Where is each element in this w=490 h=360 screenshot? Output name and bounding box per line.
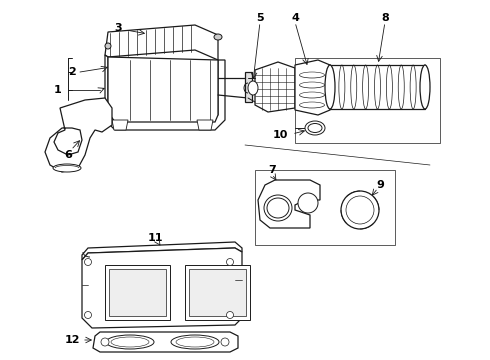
Polygon shape bbox=[45, 98, 112, 172]
Ellipse shape bbox=[84, 311, 92, 319]
Text: 8: 8 bbox=[381, 13, 389, 23]
Polygon shape bbox=[245, 72, 252, 102]
Ellipse shape bbox=[305, 121, 325, 135]
Ellipse shape bbox=[106, 335, 154, 349]
Text: 6: 6 bbox=[64, 150, 72, 160]
Polygon shape bbox=[82, 248, 242, 328]
Polygon shape bbox=[185, 265, 250, 320]
Text: 9: 9 bbox=[376, 180, 384, 190]
Ellipse shape bbox=[221, 338, 229, 346]
Ellipse shape bbox=[53, 164, 81, 172]
Text: 5: 5 bbox=[256, 13, 264, 23]
Ellipse shape bbox=[111, 337, 149, 347]
Ellipse shape bbox=[226, 258, 234, 266]
Polygon shape bbox=[255, 62, 295, 112]
Ellipse shape bbox=[264, 195, 292, 221]
Bar bbox=[255, 170, 395, 245]
Ellipse shape bbox=[105, 43, 111, 49]
Polygon shape bbox=[108, 57, 218, 122]
Ellipse shape bbox=[346, 196, 374, 224]
Text: 7: 7 bbox=[268, 165, 276, 175]
Ellipse shape bbox=[101, 338, 109, 346]
Polygon shape bbox=[105, 25, 218, 60]
Polygon shape bbox=[109, 269, 166, 316]
Polygon shape bbox=[112, 120, 128, 130]
Ellipse shape bbox=[420, 65, 430, 109]
Polygon shape bbox=[295, 60, 330, 115]
Ellipse shape bbox=[308, 123, 322, 132]
Polygon shape bbox=[189, 269, 246, 316]
Ellipse shape bbox=[327, 65, 333, 109]
Ellipse shape bbox=[171, 335, 219, 349]
Polygon shape bbox=[93, 332, 238, 352]
Ellipse shape bbox=[298, 193, 318, 213]
Text: 2: 2 bbox=[68, 67, 76, 77]
Text: 4: 4 bbox=[291, 13, 299, 23]
Ellipse shape bbox=[325, 65, 335, 109]
Polygon shape bbox=[258, 180, 320, 228]
Text: 10: 10 bbox=[272, 130, 288, 140]
Ellipse shape bbox=[226, 311, 234, 319]
Text: 11: 11 bbox=[147, 233, 163, 243]
Ellipse shape bbox=[267, 198, 289, 218]
Polygon shape bbox=[105, 265, 170, 320]
Ellipse shape bbox=[84, 258, 92, 266]
Text: 1: 1 bbox=[54, 85, 62, 95]
Ellipse shape bbox=[214, 34, 222, 40]
Polygon shape bbox=[197, 120, 213, 130]
Ellipse shape bbox=[341, 191, 379, 229]
Bar bbox=[295, 58, 440, 143]
Text: 3: 3 bbox=[114, 23, 122, 33]
Ellipse shape bbox=[248, 81, 258, 95]
Polygon shape bbox=[105, 55, 225, 130]
Ellipse shape bbox=[176, 337, 214, 347]
Text: 12: 12 bbox=[64, 335, 80, 345]
Polygon shape bbox=[82, 242, 242, 260]
